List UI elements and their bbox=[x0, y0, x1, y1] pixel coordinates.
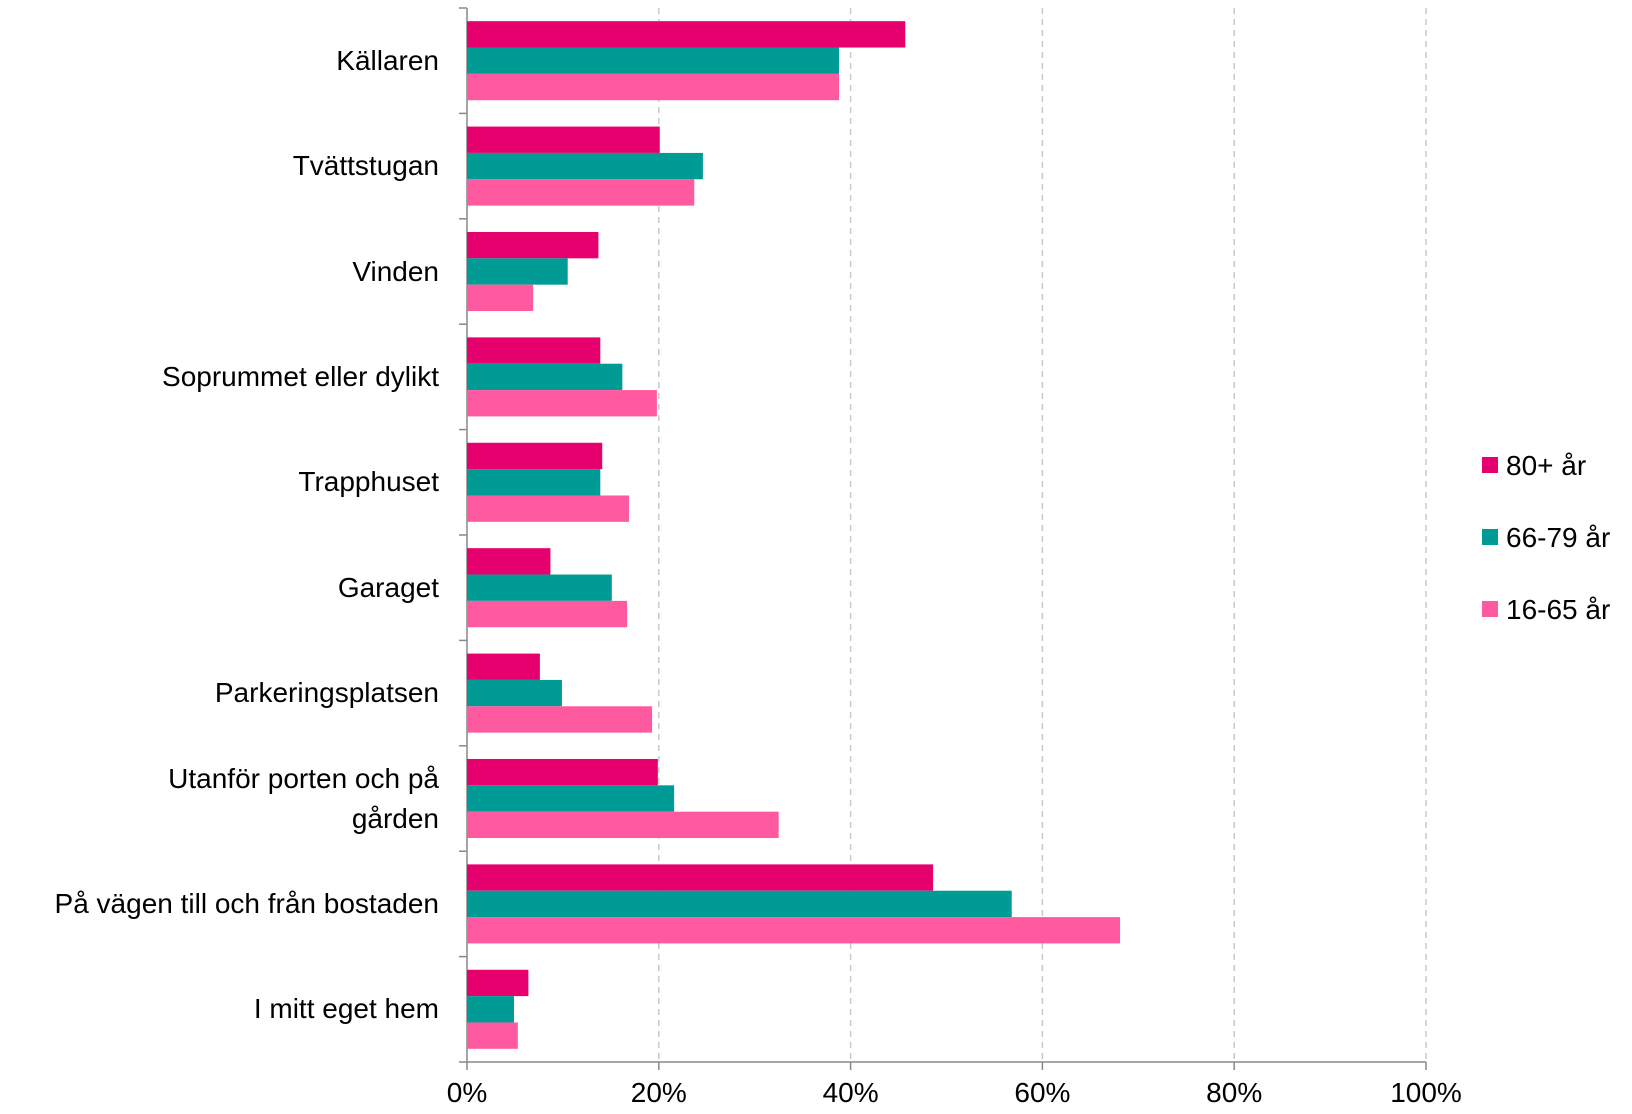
legend-swatch bbox=[1482, 601, 1498, 617]
bar bbox=[467, 47, 840, 74]
bar bbox=[467, 363, 623, 391]
y-tick-label: Trapphuset bbox=[298, 466, 439, 498]
bar bbox=[467, 653, 540, 680]
legend-swatch bbox=[1482, 457, 1498, 473]
bar bbox=[467, 442, 603, 470]
bar bbox=[467, 337, 601, 364]
bar bbox=[467, 21, 906, 48]
legend-label: 80+ år bbox=[1506, 450, 1586, 481]
y-tick-label: Tvättstugan bbox=[292, 150, 439, 182]
bar bbox=[467, 574, 612, 601]
bar bbox=[467, 152, 703, 180]
bar bbox=[467, 258, 568, 285]
bar bbox=[467, 600, 628, 628]
y-tick-label: Källaren bbox=[336, 44, 439, 76]
y-tick-label: Soprummet eller dylikt bbox=[162, 360, 439, 392]
bar bbox=[467, 548, 551, 575]
bar bbox=[467, 969, 529, 997]
bar bbox=[467, 679, 562, 707]
bar bbox=[467, 996, 514, 1023]
bar bbox=[467, 73, 840, 101]
y-tick-label: Garaget bbox=[337, 571, 439, 603]
y-tick-label: Utanför porten och på gården bbox=[168, 762, 439, 834]
x-tick-label: 0% bbox=[447, 1077, 487, 1108]
bar bbox=[467, 231, 599, 259]
x-tick-label: 40% bbox=[823, 1077, 879, 1108]
bar bbox=[467, 1022, 518, 1049]
y-tick-label: På vägen till och från bostaden bbox=[54, 887, 439, 919]
legend-label: 16-65 år bbox=[1506, 594, 1610, 625]
bar bbox=[467, 811, 779, 839]
x-tick-label: 60% bbox=[1014, 1077, 1070, 1108]
bar bbox=[467, 126, 660, 153]
bar bbox=[467, 758, 658, 786]
bar bbox=[467, 785, 675, 812]
bar bbox=[467, 179, 695, 206]
y-tick-label: Parkeringsplatsen bbox=[214, 677, 439, 709]
x-tick-label: 20% bbox=[631, 1077, 687, 1108]
x-tick-label: 80% bbox=[1206, 1077, 1262, 1108]
y-tick-label: Vinden bbox=[352, 255, 439, 287]
bar bbox=[467, 284, 534, 312]
bar bbox=[467, 495, 630, 522]
bar bbox=[467, 890, 1012, 918]
bar bbox=[467, 469, 601, 496]
bar bbox=[467, 917, 1121, 944]
legend-swatch bbox=[1482, 529, 1498, 545]
bar bbox=[467, 706, 653, 733]
legend-label: 66-79 år bbox=[1506, 522, 1610, 553]
bar bbox=[467, 864, 934, 891]
bar bbox=[467, 390, 657, 417]
y-tick-label: I mitt eget hem bbox=[253, 993, 439, 1025]
x-tick-label: 100% bbox=[1390, 1077, 1462, 1108]
